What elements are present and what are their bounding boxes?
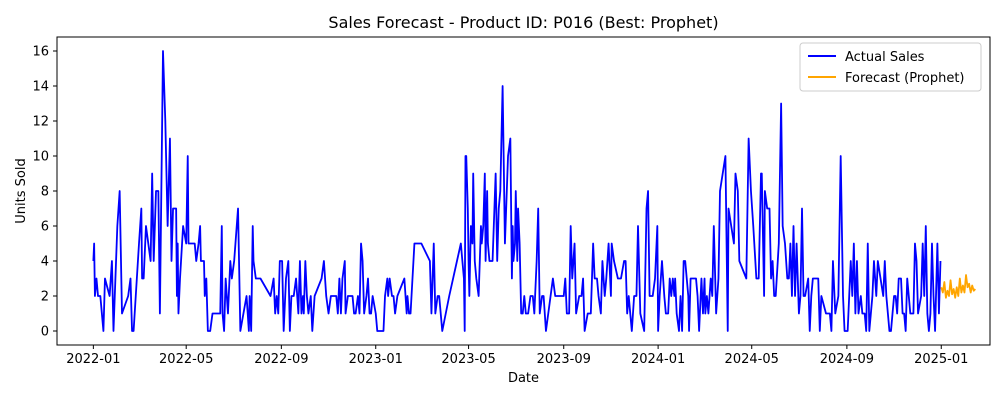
y-tick-label: 12 bbox=[32, 115, 49, 130]
chart-title: Sales Forecast - Product ID: P016 (Best:… bbox=[328, 13, 718, 32]
x-tick-label: 2025-01 bbox=[914, 352, 968, 367]
x-tick-label: 2023-01 bbox=[349, 352, 403, 367]
legend-label-forecast: Forecast (Prophet) bbox=[845, 71, 965, 86]
y-axis-label: Units Sold bbox=[14, 158, 29, 223]
x-tick-label: 2024-01 bbox=[631, 352, 685, 367]
x-axis: 2022-01 2022-05 2022-09 2023-01 2023-05 2023-… bbox=[66, 345, 968, 367]
y-tick-label: 16 bbox=[32, 45, 49, 60]
x-tick-label: 2024-09 bbox=[820, 352, 874, 367]
series-line-forecast bbox=[940, 274, 976, 299]
x-axis-label: Date bbox=[508, 371, 539, 386]
y-tick-label: 14 bbox=[32, 80, 49, 95]
x-tick-label: 2022-05 bbox=[159, 352, 213, 367]
legend-box bbox=[799, 42, 982, 92]
y-tick-label: 0 bbox=[41, 325, 49, 340]
series-layer bbox=[92, 50, 976, 332]
y-tick-label: 10 bbox=[32, 150, 49, 165]
x-tick-label: 2024-05 bbox=[725, 352, 779, 367]
x-tick-label: 2023-09 bbox=[537, 352, 591, 367]
x-tick-label: 2022-01 bbox=[66, 352, 120, 367]
legend-label-actual-sales: Actual Sales bbox=[845, 50, 925, 65]
series-line-actual-sales bbox=[92, 50, 942, 332]
y-tick-label: 2 bbox=[41, 290, 49, 305]
x-tick-label: 2022-09 bbox=[254, 352, 308, 367]
legend: Actual Sales Forecast (Prophet) bbox=[799, 42, 982, 92]
y-axis: 0 2 4 6 8 10 12 14 16 bbox=[32, 45, 57, 340]
x-tick-label: 2023-05 bbox=[441, 352, 495, 367]
y-tick-label: 4 bbox=[41, 255, 49, 270]
y-tick-label: 6 bbox=[41, 220, 49, 235]
y-tick-label: 8 bbox=[41, 185, 49, 200]
